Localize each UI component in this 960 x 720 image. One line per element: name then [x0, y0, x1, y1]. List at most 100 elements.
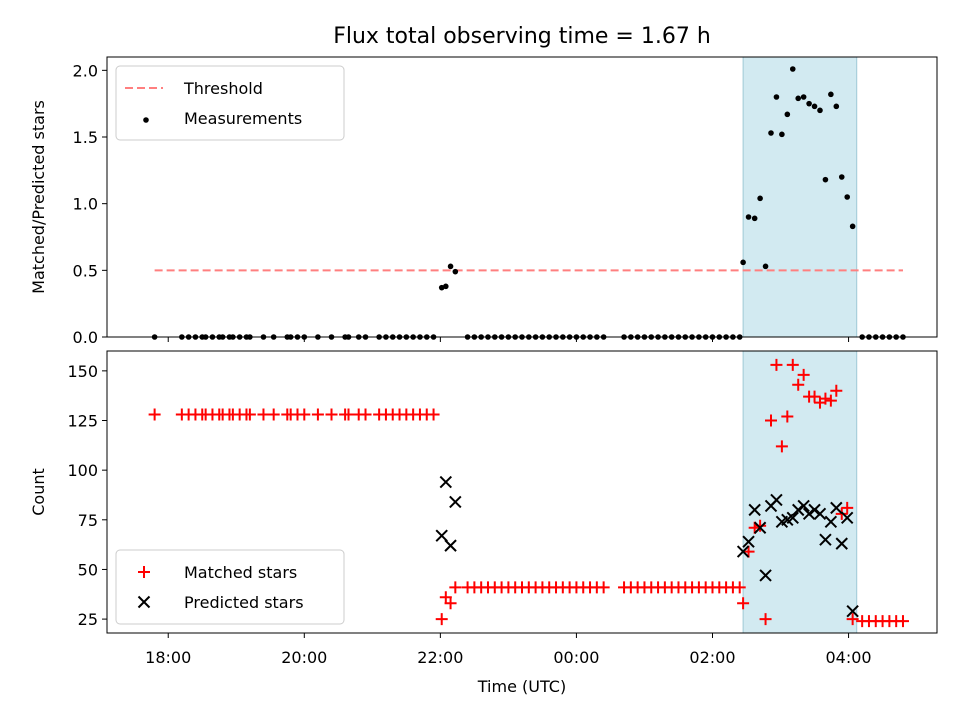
predicted-star-point [813, 507, 827, 521]
measurement-point [784, 111, 791, 118]
predicted-star-point [792, 503, 805, 517]
count-legend-label: Matched stars [184, 563, 297, 582]
matched-star-point [759, 613, 772, 626]
matched-star-point [846, 613, 859, 626]
measurement-point [740, 259, 746, 266]
matched-star-point [427, 408, 440, 421]
ratio-y-tick-label: 2.0 [73, 61, 98, 80]
ratio-legend-box [115, 65, 345, 141]
matched-star-point [896, 615, 909, 628]
predicted-star-point [444, 539, 457, 552]
predicted-star-point [797, 499, 810, 513]
matched-star-point [597, 581, 610, 594]
matched-star-point [267, 408, 280, 421]
count-legend: Matched stars Predicted stars [115, 549, 345, 625]
measurement-point [757, 195, 763, 202]
matched-star-point [835, 507, 848, 520]
measurement-point [817, 107, 823, 114]
predicted-star-point [830, 501, 843, 515]
count-panel: 25 50 75 100 125 150 18:00 20:00 22:00 00:00 02:00… [29, 350, 938, 667]
predicted-star-point [840, 511, 854, 525]
count-legend-box [115, 549, 345, 625]
x-tick-label: 18:00 [145, 648, 191, 667]
x-tick-label: 02:00 [689, 648, 735, 667]
chart-title: Flux total observing time = 1.67 h [333, 24, 711, 49]
ratio-legend-label: Threshold [183, 79, 263, 98]
predicted-star-point [786, 511, 799, 525]
measurement-point [849, 223, 856, 230]
ratio-legend-label: Measurements [184, 109, 302, 128]
measurement-point [795, 95, 802, 102]
predicted-star-point [435, 529, 448, 542]
measurement-point [789, 66, 796, 72]
predicted-star-point [808, 503, 821, 517]
count-y-tick-label: 150 [67, 362, 98, 381]
count-highlight-span [742, 350, 858, 634]
count-y-tick-label: 125 [67, 412, 98, 431]
measurement-point [822, 176, 829, 183]
measurement-point [751, 215, 758, 222]
count-legend-label: Predicted stars [184, 593, 304, 612]
matched-star-point [737, 597, 750, 610]
matched-star-point [792, 378, 805, 391]
matched-star-point [797, 368, 810, 381]
matched-star-point [257, 408, 270, 421]
matched-star-point [808, 390, 821, 403]
predicted-star-point [802, 507, 816, 521]
predicted-star-point [753, 521, 767, 534]
count-y-tick-label: 50 [78, 560, 98, 579]
matched-star-point [765, 414, 777, 427]
predicted-star-point [736, 545, 750, 558]
matched-star-point [819, 392, 832, 405]
measurement-point [844, 194, 850, 200]
matched-star-point [444, 597, 457, 610]
matched-star-point [775, 440, 788, 453]
matched-star-point [359, 408, 372, 421]
matched-star-point [449, 581, 462, 594]
ratio-y-tick-label: 1.5 [73, 128, 98, 147]
measurement-point [452, 268, 459, 275]
matched-star-point [830, 384, 843, 397]
predicted-star-point [759, 569, 772, 582]
legend-predicted-swatch [137, 595, 151, 609]
measurement-point [773, 94, 780, 100]
measurement-point [838, 174, 845, 180]
ratio-y-tick-label: 0.5 [73, 261, 98, 280]
matched-star-point [754, 519, 767, 532]
measurement-point [443, 283, 449, 290]
matched-star-point [786, 358, 799, 371]
legend-matched-swatch [138, 566, 150, 578]
matched-star-point [841, 501, 854, 514]
ratio-y-tick-label: 0.0 [73, 328, 98, 347]
predicted-star-point [742, 535, 755, 548]
measurement-point [762, 263, 769, 270]
matched-star-point [733, 581, 746, 594]
matched-star-point [342, 408, 355, 421]
predicted-star-point [846, 604, 859, 618]
measurement-point [779, 131, 785, 138]
legend-measurement-swatch [143, 117, 149, 123]
x-tick-label: 22:00 [417, 648, 463, 667]
measurement-point [768, 130, 774, 136]
predicted-star-point [819, 533, 832, 546]
matched-star-point [311, 408, 324, 421]
measurement-point [811, 103, 818, 110]
predicted-star-point [439, 475, 453, 489]
count-y-axis-label: Count [29, 468, 48, 516]
ratio-legend: Threshold Measurements [115, 65, 345, 141]
ratio-y-tick-label: 1.0 [73, 195, 98, 214]
matched-star-point [781, 410, 794, 423]
x-tick-label: 04:00 [826, 648, 872, 667]
predicted-star-point [748, 503, 761, 517]
matched-star-point [435, 613, 448, 626]
matched-star-point [770, 358, 783, 371]
measurement-point [745, 214, 752, 220]
measurement-point [447, 263, 454, 270]
x-tick-label: 20:00 [281, 648, 327, 667]
measurement-point [828, 91, 834, 98]
count-y-tick-label: 25 [78, 610, 98, 629]
measurement-point [800, 94, 807, 100]
predicted-star-point [835, 537, 848, 550]
predicted-star-point [770, 493, 783, 507]
predicted-star-point [449, 495, 462, 509]
